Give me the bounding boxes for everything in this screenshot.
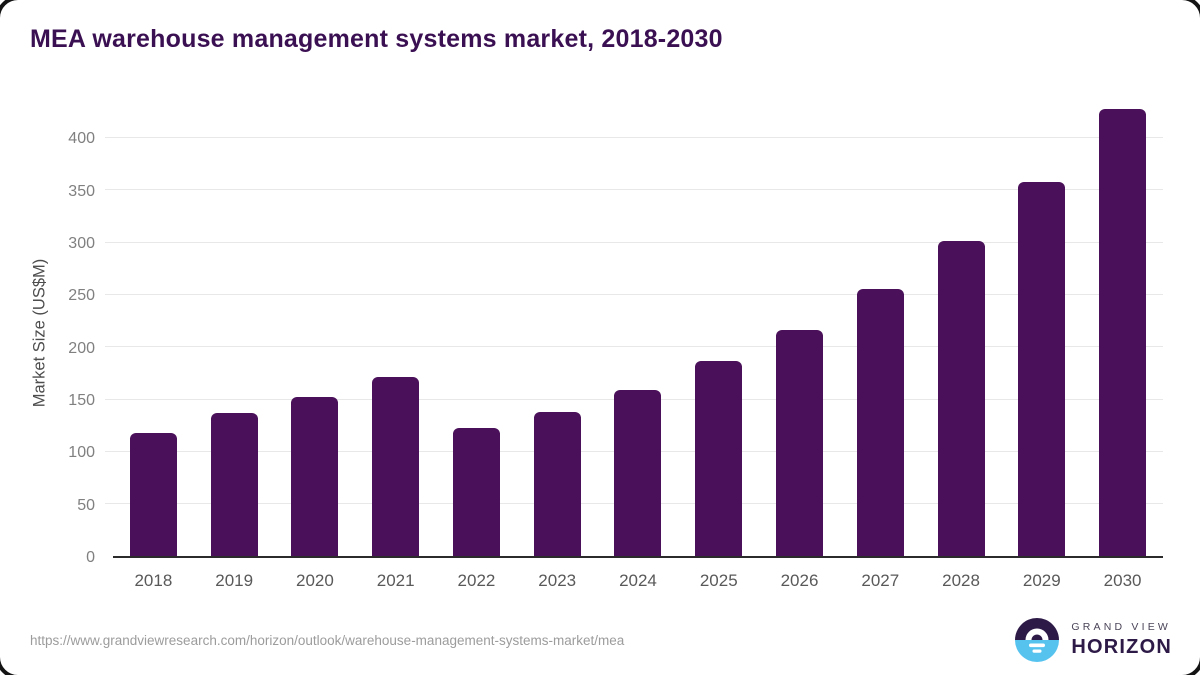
x-tick-2020: 2020 [296, 571, 334, 590]
x-tick-2029: 2029 [1022, 571, 1061, 590]
bar-cell-2027 [840, 108, 921, 556]
bar-2025[interactable] [695, 361, 743, 556]
gridline-400 [105, 136, 1163, 138]
x-tick-2026: 2026 [780, 571, 819, 590]
bar-cell-2023 [517, 108, 598, 556]
bar-2027[interactable] [856, 289, 904, 556]
x-tick-2023: 2023 [538, 571, 577, 590]
gridline-250 [105, 293, 1163, 295]
y-tick-50: 50 [77, 496, 95, 514]
bar-2028[interactable] [937, 241, 985, 556]
footer: https://www.grandviewresearch.com/horizo… [30, 614, 1172, 666]
brand-name-bottom: HORIZON [1071, 636, 1172, 658]
y-tick-300: 300 [68, 235, 95, 253]
bar-cell-2022 [436, 108, 517, 556]
plot-area [105, 108, 1163, 558]
y-tick-350: 350 [68, 182, 95, 200]
x-tick-2030: 2030 [1103, 571, 1142, 590]
x-tick-2025: 2025 [699, 571, 738, 590]
bar-2023[interactable] [533, 411, 581, 556]
x-tick-2018: 2018 [134, 571, 173, 590]
y-axis-tick-labels: 0 50 100 150 200 250 300 350 400 [0, 108, 95, 566]
x-tick-2022: 2022 [457, 571, 496, 590]
bar-cell-2025 [678, 108, 759, 556]
y-tick-200: 200 [68, 339, 95, 357]
bar-cell-2030 [1082, 108, 1163, 556]
bar-2029[interactable] [1018, 182, 1066, 556]
bar-2021[interactable] [372, 377, 420, 556]
gridline-200 [105, 346, 1163, 348]
brand-logo: GRAND VIEW HORIZON [1014, 617, 1172, 663]
bar-cell-2028 [921, 108, 1002, 556]
y-tick-250: 250 [68, 287, 95, 305]
gridline-300 [105, 241, 1163, 243]
bar-2030[interactable] [1099, 109, 1147, 556]
bar-cell-2024 [598, 108, 679, 556]
x-tick-2028: 2028 [942, 571, 980, 590]
bar-series [113, 108, 1163, 556]
source-url: https://www.grandviewresearch.com/horizo… [30, 632, 625, 648]
y-tick-150: 150 [68, 392, 95, 410]
bar-2026[interactable] [776, 329, 823, 556]
bar-2020[interactable] [291, 396, 339, 556]
brand-logo-text: GRAND VIEW HORIZON [1071, 621, 1172, 659]
y-tick-400: 400 [68, 130, 95, 148]
x-tick-2021: 2021 [376, 571, 415, 590]
bar-cell-2020 [275, 108, 356, 556]
x-tick-2024: 2024 [619, 571, 657, 590]
page-title: MEA warehouse management systems market,… [30, 25, 723, 53]
y-tick-0: 0 [86, 549, 95, 566]
y-tick-100: 100 [68, 444, 95, 462]
bar-cell-2029 [1001, 108, 1082, 556]
bar-cell-2021 [355, 108, 436, 556]
x-tick-2019: 2019 [215, 571, 254, 590]
horizon-sun-icon [1015, 618, 1060, 662]
bar-2019[interactable] [210, 412, 258, 556]
x-axis-tick-labels: 2018 2019 2020 2021 2022 2023 2024 2025 2026 2027… [113, 571, 1163, 591]
bar-cell-2019 [194, 108, 275, 556]
bar-cell-2026 [759, 108, 840, 556]
y-axis-title: Market Size (US$M) [30, 258, 49, 408]
bar-2024[interactable] [614, 389, 662, 556]
bar-2018[interactable] [129, 432, 177, 556]
x-tick-2027: 2027 [861, 571, 900, 590]
bar-2022[interactable] [452, 428, 500, 556]
bar-cell-2018 [113, 108, 194, 556]
gridline-350 [105, 189, 1163, 191]
brand-name-top: GRAND VIEW [1071, 621, 1172, 633]
